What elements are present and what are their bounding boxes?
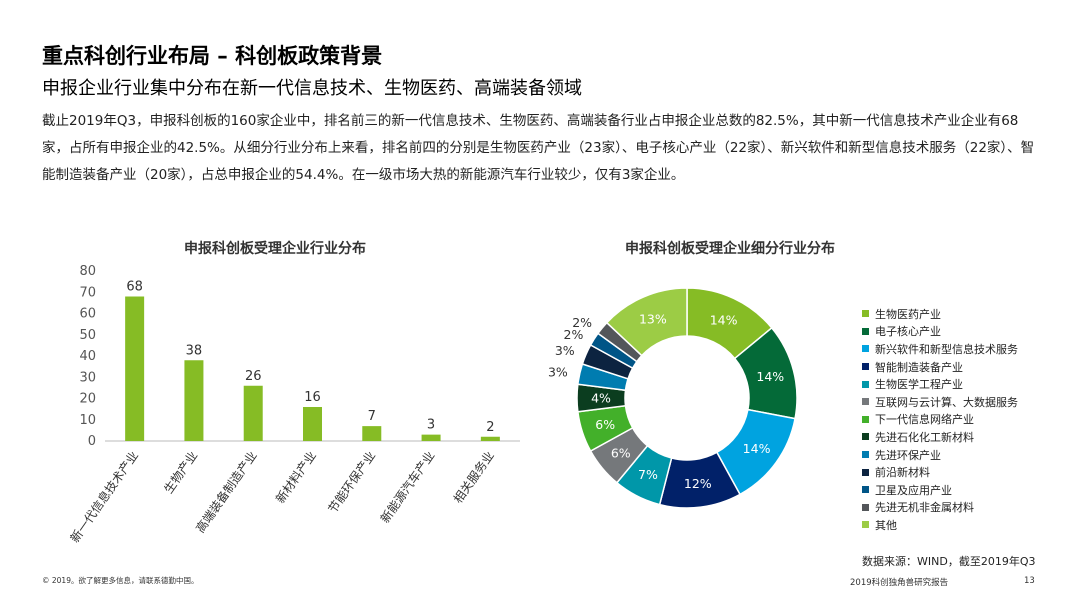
legend-swatch	[862, 521, 869, 529]
y-tick-label: 10	[79, 413, 96, 428]
intro-paragraph: 截止2019年Q3，申报科创板的160家企业中，排名前三的新一代信息技术、生物医…	[42, 113, 1035, 183]
slice-value-label: 7%	[638, 467, 658, 482]
legend-item: 生物医药产业	[862, 305, 1018, 323]
legend-swatch	[862, 468, 869, 476]
legend-label: 先进石化化工新材料	[875, 430, 974, 444]
page-title: 重点科创行业布局 – 科创板政策背景	[42, 44, 383, 68]
slice-value-label: 13%	[639, 312, 667, 327]
bar	[303, 407, 322, 441]
slice-value-label: 2%	[564, 327, 584, 342]
slice-value-label: 4%	[591, 391, 611, 406]
bar-value-label: 3	[427, 418, 435, 433]
bar-chart-title: 申报科创板受理企业行业分布	[184, 241, 366, 257]
y-tick-label: 50	[79, 328, 96, 343]
bar	[243, 385, 263, 441]
x-tick-label: 新能源汽车产业	[377, 448, 437, 525]
y-tick-label: 0	[88, 434, 96, 449]
legend-item: 卫星及应用产业	[862, 481, 1018, 499]
bar-value-label: 68	[126, 280, 143, 295]
page-subtitle: 申报企业行业集中分布在新一代信息技术、生物医药、高端装备领域	[42, 78, 582, 99]
legend-label: 卫星及应用产业	[875, 483, 952, 497]
bar-value-label: 38	[186, 343, 203, 358]
bar	[184, 360, 204, 441]
x-tick-label: 相关服务业	[450, 448, 497, 506]
copyright-text: © 2019。欲了解更多信息，请联系德勤中国。	[42, 576, 199, 585]
legend-swatch	[862, 486, 869, 494]
y-tick-label: 30	[79, 370, 96, 385]
x-tick-label: 新一代信息技术产业	[67, 448, 141, 545]
slice-value-label: 14%	[756, 369, 784, 384]
legend-label: 互联网与云计算、大数据服务	[875, 395, 1018, 409]
legend-item: 电子核心产业	[862, 323, 1018, 341]
legend-item: 其他	[862, 516, 1018, 534]
legend-label: 生物医学工程产业	[875, 378, 963, 392]
legend-label: 先进无机非金属材料	[875, 501, 974, 515]
legend-label: 先进环保产业	[875, 448, 941, 462]
slice-value-label: 6%	[611, 445, 631, 460]
y-tick-label: 80	[79, 264, 96, 279]
x-tick-label: 高端装备制造产业	[192, 448, 259, 535]
slice-value-label: 6%	[595, 417, 615, 432]
slice-value-label: 14%	[743, 441, 771, 456]
bar-value-label: 16	[304, 390, 321, 405]
bar	[362, 426, 382, 441]
legend-item: 前沿新材料	[862, 463, 1018, 481]
legend-item: 先进石化化工新材料	[862, 428, 1018, 446]
legend-item: 下一代信息网络产业	[862, 411, 1018, 429]
slice-value-label: 14%	[710, 313, 738, 328]
legend-swatch	[862, 503, 869, 511]
donut-chart-title: 申报科创板受理企业细分行业分布	[625, 241, 835, 257]
donut-chart: 14%14%14%12%7%6%6%4%3%3%2%2% 13%	[548, 287, 798, 509]
slice-value-label: 3%	[555, 343, 575, 358]
legend-swatch	[862, 398, 869, 406]
page-number: 13	[1024, 576, 1035, 586]
legend-item: 先进环保产业	[862, 446, 1018, 464]
legend-label: 生物医药产业	[875, 307, 941, 321]
legend-item: 先进无机非金属材料	[862, 499, 1018, 517]
legend-label: 新兴软件和新型信息技术服务	[875, 342, 1018, 356]
y-tick-label: 40	[79, 349, 96, 364]
legend-label: 电子核心产业	[875, 325, 941, 339]
legend-item: 互联网与云计算、大数据服务	[862, 393, 1018, 411]
legend-label: 前沿新材料	[875, 466, 930, 480]
slice-value-label: 12%	[684, 476, 712, 491]
legend-label: 其他	[875, 518, 897, 532]
legend-item: 智能制造装备产业	[862, 358, 1018, 376]
bar-value-label: 7	[368, 409, 376, 424]
bar	[480, 436, 500, 441]
donut-slice	[605, 287, 688, 357]
y-tick-label: 20	[79, 392, 96, 407]
report-name: 2019科创独角兽研究报告	[850, 578, 949, 588]
bar-value-label: 26	[245, 369, 262, 384]
bar-chart: 0 10 20 30 40 50 60 70 80 68 新一代信息技术产业 38 生物产业 26 高端装备…	[67, 264, 520, 545]
x-tick-label: 生物产业	[161, 449, 200, 496]
y-tick-label: 60	[79, 307, 96, 322]
legend-swatch	[862, 327, 869, 335]
bar	[421, 434, 441, 441]
legend-swatch	[862, 451, 869, 459]
legend-swatch	[862, 415, 869, 423]
bar-value-label: 2	[486, 420, 494, 435]
slice-value-label: 2%	[572, 315, 592, 330]
data-source-note: 数据来源：WIND，截至2019年Q3	[862, 555, 1036, 568]
legend-swatch	[862, 380, 869, 388]
legend-item: 生物医学工程产业	[862, 375, 1018, 393]
legend-swatch	[862, 433, 869, 441]
y-tick-label: 70	[79, 285, 96, 300]
x-tick-label: 节能环保产业	[325, 449, 378, 516]
legend-item: 新兴软件和新型信息技术服务	[862, 340, 1018, 358]
legend-swatch	[862, 345, 869, 353]
legend-swatch	[862, 363, 869, 371]
donut-legend: 生物医药产业 电子核心产业新兴软件和新型信息技术服务 智能制造装备产业 生物医学工程产…	[862, 305, 1018, 534]
slice-value-label: 3%	[548, 364, 568, 379]
legend-swatch	[862, 310, 869, 318]
bar	[125, 296, 145, 441]
legend-label: 下一代信息网络产业	[875, 413, 974, 427]
x-tick-label: 新材料产业	[272, 448, 319, 506]
legend-label: 智能制造装备产业	[875, 360, 963, 374]
